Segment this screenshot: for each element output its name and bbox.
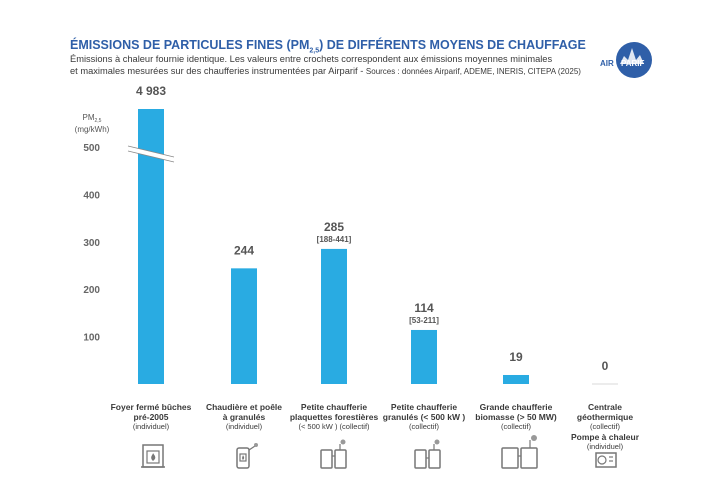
y-axis-label: PM2,5 — [83, 113, 102, 124]
category-scope: (individuel) — [225, 422, 263, 431]
y-tick-label: 300 — [83, 238, 100, 249]
category-label: Chaudière et poêle à granulés (individuel) — [189, 402, 299, 432]
sources-text: Sources : données Airparif, ADEME, INERI… — [365, 67, 581, 76]
y-tick-label: 500 — [83, 143, 100, 154]
category-label: Foyer fermé bûches pré-2005 (individuel) — [96, 402, 206, 432]
category-name-line: Chaudière et poêle — [205, 402, 283, 412]
pellet-boiler-icon — [414, 439, 441, 469]
wood-chip-boiler-icon — [320, 439, 347, 469]
category-name-line: biomasse (> 50 MW) — [475, 412, 557, 422]
category-label: Petite chaufferie plaquettes forestières(… — [279, 402, 389, 432]
biomass-plant-icon — [501, 435, 538, 469]
bar — [503, 374, 529, 384]
bar — [321, 248, 347, 384]
category-name-line: Petite chaufferie — [300, 402, 368, 412]
chart-subtitle: Émissions à chaleur fournie identique. L… — [70, 53, 581, 78]
logo-text-left: AIR — [600, 59, 614, 68]
value-label: 285 — [324, 220, 344, 234]
y-axis-unit: (mg/kWh) — [75, 125, 110, 134]
category-label: Centrale géothermique (collectif) Pompe à c… — [550, 402, 660, 452]
pellet-stove-icon — [236, 443, 258, 469]
category-label: Grande chaufferie biomasse (> 50 MW) (coll… — [461, 402, 571, 432]
y-tick-label: 100 — [83, 333, 100, 344]
category-scope: (collectif) — [500, 422, 531, 431]
y-tick-label: 400 — [83, 190, 100, 201]
category-name-line: géothermique — [576, 412, 634, 422]
category-name-line: Foyer fermé bûches — [110, 402, 192, 412]
subtitle-line-1: Émissions à chaleur fournie identique. L… — [70, 54, 553, 64]
axis-break-line — [127, 150, 175, 163]
category-scope: (< 500 kW ) (collectif) — [298, 422, 370, 431]
fireplace-icon — [141, 444, 165, 468]
category-scope: (individuel) — [586, 442, 624, 451]
category-name-line: à granulés — [222, 412, 266, 422]
category-name-line: pré-2005 — [133, 412, 169, 422]
bar — [231, 268, 257, 384]
category-label: Petite chaufferie granulés (< 500 kW ) (co… — [369, 402, 479, 432]
range-label: [53-211] — [409, 316, 439, 325]
category-name-line: plaquettes forestières — [289, 412, 379, 422]
category-scope: (individuel) — [132, 422, 170, 431]
category-scope: (collectif) — [589, 422, 620, 431]
bars — [127, 109, 618, 385]
value-label: 114 — [414, 301, 434, 315]
logo-text-right: PARIF — [621, 59, 645, 68]
category-name-line: Pompe à chaleur — [570, 432, 640, 442]
value-labels: 4 983 244 285[188-441] 114[53-211] 19 0 — [136, 84, 609, 373]
subtitle-line-2: et maximales mesurées sur des chaufferie… — [70, 66, 366, 76]
range-label: [188-441] — [317, 235, 352, 244]
category-name-line: granulés (< 500 kW ) — [382, 412, 466, 422]
axis-break-line — [127, 145, 175, 158]
category-name-line: Petite chaufferie — [390, 402, 458, 412]
heat-pump-icon — [595, 452, 617, 468]
airparif-logo: AIR PARIF — [600, 42, 652, 78]
value-label: 0 — [602, 359, 609, 373]
chart-title: ÉMISSIONS DE PARTICULES FINES (PM2,5) DE… — [70, 38, 586, 55]
value-label: 19 — [509, 350, 523, 364]
category-scope: (collectif) — [408, 422, 439, 431]
category-name-line: Grande chaufferie — [479, 402, 553, 412]
bar — [411, 329, 437, 384]
y-axis-ticks: 100 200 300 400 500 — [83, 143, 100, 344]
value-label: 244 — [234, 243, 254, 257]
category-name-line: Centrale — [587, 402, 622, 412]
value-label: 4 983 — [136, 84, 166, 98]
y-tick-label: 200 — [83, 285, 100, 296]
axis-break — [128, 146, 174, 162]
